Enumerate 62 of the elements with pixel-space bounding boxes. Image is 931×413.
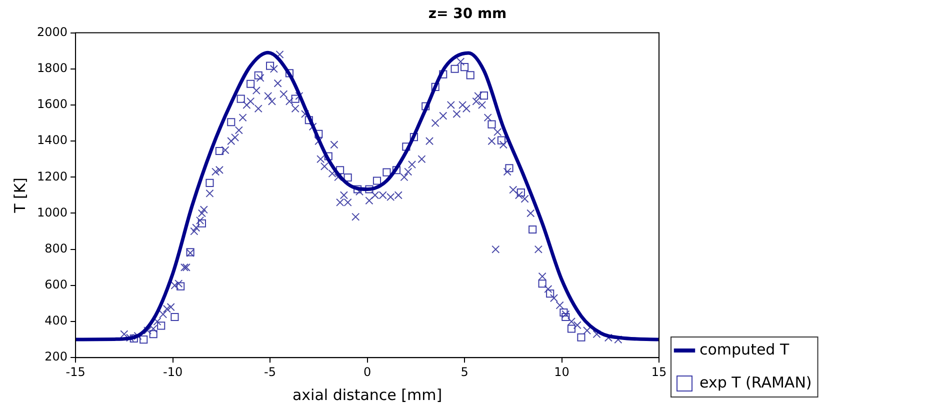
point [157,322,166,330]
point [480,92,488,100]
point [488,120,496,128]
y-tick-label: 1400 [36,133,68,148]
y-tick-label: 800 [44,241,68,256]
point [149,330,158,338]
point [266,62,274,70]
point [130,334,138,343]
point [227,118,236,126]
x-tick-label: 15 [651,364,667,379]
point [567,324,576,333]
point [466,71,474,80]
point [365,185,374,194]
point [354,185,362,194]
point [538,280,546,288]
x-tick-label: 5 [460,364,468,379]
point [176,282,185,290]
point [372,176,382,185]
x-axis-title: axial distance [mm] [292,386,442,404]
x-tick-label: -15 [66,364,86,379]
point [344,173,352,182]
point [291,94,300,103]
legend-label: exp T (RAMAN) [700,373,812,392]
point [577,333,586,342]
x-tick-label: 10 [554,364,570,379]
x-tick-label: -10 [162,364,183,379]
point [198,219,206,228]
point [382,168,391,176]
point [450,64,459,73]
x-tick-label: 0 [363,364,372,379]
y-tick-label: 1000 [36,205,68,220]
point [254,71,262,80]
chart-title: z= 30 mm [428,6,507,22]
point [516,188,525,197]
y-axis-title: T [K] [10,177,29,214]
legend-label: computed T [700,340,790,358]
point [304,116,313,124]
x-tick-label: -5 [264,364,276,379]
point [246,80,255,88]
point [431,82,440,91]
point [236,94,245,103]
y-tick-label: 1800 [36,61,68,76]
y-tick-label: 200 [44,350,68,364]
point [528,225,537,234]
y-tick-label: 1600 [36,97,68,112]
y-tick-label: 400 [44,314,68,328]
point [460,63,469,72]
point [505,164,514,172]
point [170,312,179,322]
point [314,130,323,138]
point [215,146,224,156]
point [439,70,448,78]
point [546,290,554,298]
point [206,178,214,187]
point [422,102,430,110]
point [410,133,418,142]
point [140,336,148,344]
point [562,312,570,322]
y-tick-label: 600 [44,278,68,292]
y-tick-label: 2000 [36,24,68,39]
point [497,136,506,144]
y-tick-label: 1200 [36,169,68,184]
